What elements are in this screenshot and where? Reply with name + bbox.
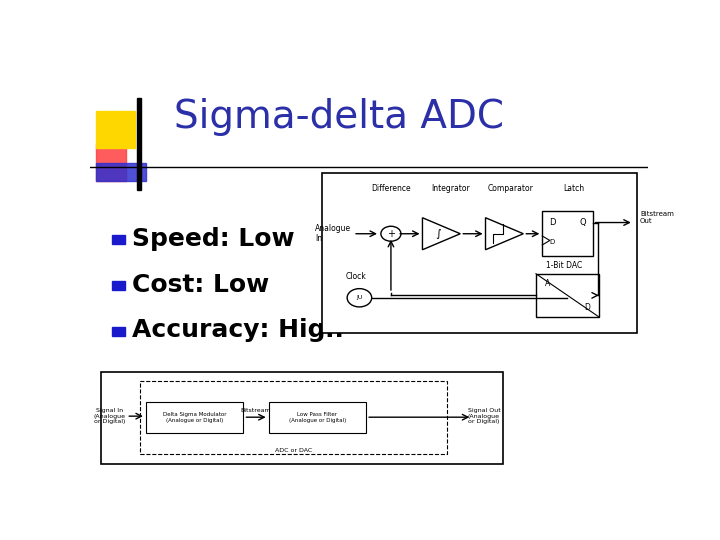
Bar [536,274,599,317]
Text: Bitstream
Out: Bitstream Out [640,211,674,224]
Text: Analogue
In: Analogue In [315,224,351,244]
Text: Comparator: Comparator [487,185,534,193]
Text: Clock: Clock [346,273,366,281]
Bar [112,235,125,245]
Text: Bitstream: Bitstream [240,408,271,413]
Text: Cost: Low: Cost: Low [132,273,269,297]
Text: 1-Bit DAC: 1-Bit DAC [546,261,582,270]
Bar [112,281,125,290]
Bar [96,144,126,181]
FancyBboxPatch shape [140,381,447,454]
Text: Sigma-delta ADC: Sigma-delta ADC [174,98,504,136]
Text: Latch: Latch [563,185,585,193]
Text: ∫: ∫ [436,229,441,239]
Text: Signal Out
(Analogue
or Digital): Signal Out (Analogue or Digital) [467,408,500,424]
Bar [269,402,366,433]
FancyBboxPatch shape [322,173,637,333]
Bar [96,163,145,181]
Text: +: + [387,229,395,239]
Text: Signal In
(Analogue
or Digital): Signal In (Analogue or Digital) [94,408,125,424]
Bar [96,111,135,148]
FancyBboxPatch shape [101,373,503,464]
Bar [112,327,125,336]
Text: D: D [550,239,555,245]
Text: Delta Sigma Modulator
(Analogue or Digital): Delta Sigma Modulator (Analogue or Digit… [163,412,226,423]
Bar [145,402,243,433]
Text: D: D [585,303,590,312]
Text: JU: JU [356,295,363,300]
Text: ADC or DAC: ADC or DAC [275,448,312,453]
Text: A: A [544,279,550,288]
Text: Difference: Difference [371,185,410,193]
Text: D: D [549,218,556,227]
Text: Q: Q [580,218,586,227]
Text: Accuracy: High: Accuracy: High [132,319,343,342]
Bar [138,98,141,190]
Bar [542,211,593,256]
Text: Integrator: Integrator [431,185,470,193]
Text: Low Pass Filter
(Analogue or Digital): Low Pass Filter (Analogue or Digital) [289,412,346,423]
Text: Speed: Low: Speed: Low [132,227,294,251]
